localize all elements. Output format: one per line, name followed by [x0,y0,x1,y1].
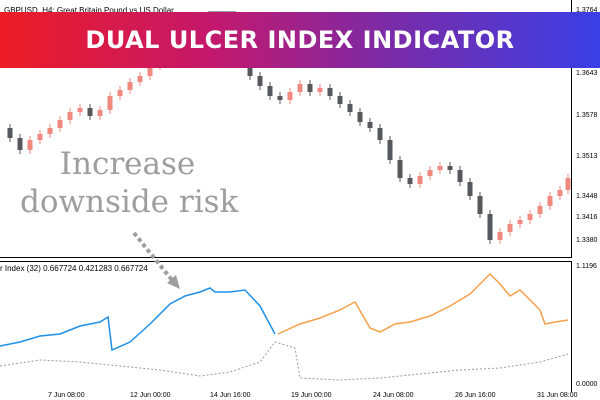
indicator-title: r Index (32) 0.667724 0.421283 0.667724 [0,264,148,273]
candle-body [97,110,103,116]
time-label: 24 Jun 08:00 [373,392,414,399]
candle-body [317,88,323,92]
candle-body [457,170,463,182]
candle-body [537,206,543,214]
ulcer-index-chart [0,272,569,381]
price-label: 1.3764 [576,7,598,14]
candle-body [137,76,143,82]
candle-body [87,108,93,116]
candle-body [77,108,83,112]
candle-body [17,138,23,150]
price-label: 1.3578 [576,112,598,119]
candle-body [337,96,343,104]
candle-body [527,214,533,220]
indicator-axis-label: 0.0000 [576,381,598,388]
symbol-title: GBPUSD, H4: Great Britain Pound vs US Do… [4,6,174,15]
candle-body [307,84,313,92]
indicator-pane[interactable] [0,261,572,392]
candle-body [67,112,73,120]
candle-body [357,112,363,122]
candle-body [117,90,123,96]
candle-body [277,96,283,100]
candle-body [417,176,423,184]
downside-risk-annotation: Increase downside risk [20,145,239,221]
candle-body [565,178,571,190]
time-label: 19 Jun 00:00 [291,392,332,399]
candle-body [247,64,253,76]
candle-body [487,214,493,240]
candle-body [267,86,273,96]
indicator-axis-label: 1.1196 [576,263,597,270]
candle-body [57,120,63,128]
candle-body [497,232,503,240]
annotation-line: Increase [59,146,196,182]
candle-body [517,220,523,224]
annotation-line: downside risk [20,184,239,220]
time-label: 12 Jun 00:00 [130,392,171,399]
candle-body [467,182,473,196]
candle-body [557,190,563,196]
candle-body [507,224,513,232]
candle-body [447,166,453,170]
price-label: 1.3513 [576,153,598,160]
candle-body [27,140,33,150]
price-label: 1.3448 [576,193,598,200]
price-label: 1.3416 [576,214,598,221]
candle-body [347,104,353,112]
candle-body [377,128,383,140]
time-label: 26 Jun 16:00 [455,392,496,399]
banner-title: DUAL ULCER INDEX INDICATOR [85,26,515,54]
candle-body [437,166,443,170]
candle-body [477,196,483,214]
time-label: 14 Jun 16:00 [210,392,251,399]
price-label: 1.3380 [576,237,598,244]
candle-body [107,96,113,110]
candle-body [127,82,133,90]
time-label: 31 Jun 08:00 [537,392,578,399]
candle-body [257,76,263,86]
candle-body [327,88,333,96]
candle-body [427,170,433,176]
ulcer-line-blue [0,287,276,352]
title-banner: DUAL ULCER INDEX INDICATOR [0,12,600,68]
candle-body [407,178,413,184]
candle-body [287,92,293,100]
candle-body [297,84,303,92]
ulcer-line-dotted [0,341,569,381]
candle-body [387,140,393,160]
candle-body [47,128,53,134]
time-label: 7 Jun 08:00 [48,392,85,399]
candle-body [7,128,13,138]
ulcer-line-orange [277,272,569,335]
candle-body [147,66,153,76]
candle-body [547,196,553,206]
candle-body [397,160,403,178]
candle-body [37,134,43,140]
candle-body [367,122,373,128]
price-label: 1.3643 [576,70,598,77]
